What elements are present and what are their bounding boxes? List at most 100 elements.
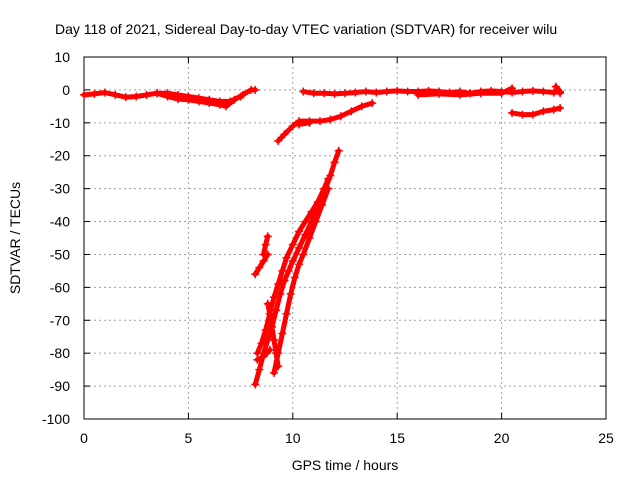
x-tick-label: 15: [389, 430, 405, 446]
y-tick-label: -90: [50, 378, 70, 394]
data-point: [556, 104, 565, 113]
data-point: [393, 86, 402, 95]
data-point: [301, 230, 310, 239]
data-point: [324, 184, 333, 193]
data-point: [299, 87, 308, 96]
data-point: [226, 97, 235, 106]
y-axis-ticks: 10 0 -10 -20 -30 -40 -50 -60 -70 -80 -90 -100: [42, 49, 606, 427]
data-point: [311, 217, 320, 226]
x-tick-label: 0: [80, 430, 88, 446]
data-point: [259, 250, 268, 259]
data-point: [497, 89, 506, 98]
data-point: [257, 339, 266, 348]
data-point: [518, 87, 527, 96]
data-point: [324, 174, 333, 183]
data-point: [334, 146, 343, 155]
data-point: [205, 95, 214, 104]
data-point: [455, 90, 464, 99]
data-point: [111, 90, 120, 99]
y-tick-label: -20: [50, 148, 70, 164]
data-point: [282, 309, 291, 318]
data-point: [251, 270, 260, 279]
data-point: [278, 329, 287, 338]
data-point: [330, 89, 339, 98]
data-point: [290, 273, 299, 282]
data-point: [326, 115, 335, 124]
data-point: [539, 87, 548, 96]
data-point: [80, 90, 88, 99]
data-point: [508, 108, 517, 117]
y-tick-label: -50: [50, 246, 70, 262]
y-tick-label: -60: [50, 279, 70, 295]
data-point: [528, 86, 537, 95]
data-point: [307, 207, 316, 216]
y-tick-label: -10: [50, 115, 70, 131]
data-point: [403, 87, 412, 96]
data-point: [313, 197, 322, 206]
data-point: [299, 250, 308, 259]
data-point: [539, 107, 548, 116]
x-tick-label: 25: [598, 430, 614, 446]
data-point: [309, 89, 318, 98]
data-point: [368, 99, 377, 108]
data-point: [382, 87, 391, 96]
data-point: [90, 89, 99, 98]
data-point: [528, 110, 537, 119]
data-point: [153, 89, 162, 98]
data-point: [318, 201, 327, 210]
data-point: [549, 105, 558, 114]
data-point: [100, 88, 109, 97]
data-point: [361, 87, 370, 96]
data-point: [265, 345, 274, 354]
x-axis-ticks: 0 5 10 15 20 25: [80, 57, 614, 446]
y-tick-label: -80: [50, 345, 70, 361]
sdtvar-series: [80, 82, 565, 389]
data-point: [236, 92, 245, 101]
data-point: [282, 253, 291, 262]
data-point: [121, 93, 130, 102]
data-point: [351, 88, 360, 97]
data-point: [261, 326, 270, 335]
data-point: [259, 352, 268, 361]
chart-title: Day 118 of 2021, Sidereal Day-to-day VTE…: [55, 21, 557, 37]
data-point: [315, 117, 324, 126]
x-tick-label: 10: [285, 430, 301, 446]
data-point: [194, 94, 203, 103]
data-point: [301, 217, 310, 226]
y-tick-label: 0: [62, 82, 70, 98]
data-point: [280, 130, 289, 139]
data-point: [288, 257, 297, 266]
data-point: [305, 234, 314, 242]
data-point: [288, 240, 297, 249]
data-point: [261, 240, 270, 249]
data-trace: [275, 100, 375, 144]
data-point: [215, 97, 224, 106]
data-point: [255, 365, 264, 374]
data-point: [263, 299, 272, 308]
data-point: [270, 336, 279, 345]
data-point: [347, 107, 356, 116]
data-point: [330, 158, 339, 167]
y-tick-label: -40: [50, 214, 70, 230]
data-point: [253, 355, 262, 364]
data-point: [320, 89, 329, 98]
data-point: [142, 90, 151, 99]
data-point: [372, 88, 381, 97]
data-point: [288, 122, 297, 131]
data-point: [270, 368, 279, 377]
data-point: [305, 118, 314, 127]
data-point: [132, 92, 141, 101]
y-tick-label: -100: [42, 411, 70, 427]
data-point: [184, 92, 193, 101]
data-point: [341, 89, 349, 98]
data-point: [173, 90, 182, 99]
data-point: [274, 136, 283, 145]
x-axis-label: GPS time / hours: [292, 457, 399, 473]
grid-lines: [84, 57, 606, 419]
data-point: [336, 112, 345, 121]
data-trace: [252, 251, 271, 277]
data-point: [518, 110, 527, 119]
data-point: [286, 289, 295, 298]
y-tick-label: -30: [50, 181, 70, 197]
